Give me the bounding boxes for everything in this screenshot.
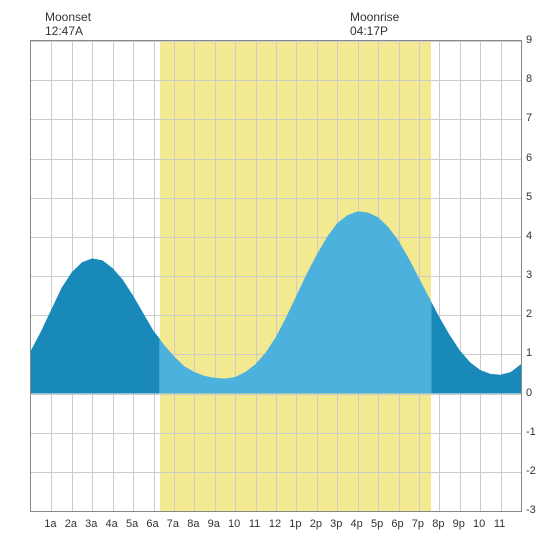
x-tick-label: 6a — [143, 518, 163, 530]
x-tick-label: 1a — [40, 518, 60, 530]
y-tick-label: 3 — [526, 269, 546, 281]
x-tick-label: 11 — [490, 518, 510, 530]
y-tick-label: 0 — [526, 387, 546, 399]
x-tick-label: 4a — [102, 518, 122, 530]
x-tick-label: 9a — [204, 518, 224, 530]
x-tick-label: 6p — [388, 518, 408, 530]
x-tick-label: 3a — [81, 518, 101, 530]
x-tick-label: 11 — [245, 518, 265, 530]
y-tick-label: 4 — [526, 230, 546, 242]
x-tick-label: 8a — [183, 518, 203, 530]
tide-day-segment — [160, 211, 432, 393]
y-tick-label: 7 — [526, 112, 546, 124]
y-tick-label: 9 — [526, 34, 546, 46]
y-tick-label: 1 — [526, 347, 546, 359]
x-tick-label: 9p — [449, 518, 469, 530]
x-tick-label: 4p — [347, 518, 367, 530]
moonset-label: Moonset — [45, 10, 91, 24]
x-tick-label: 2a — [61, 518, 81, 530]
y-tick-label: -1 — [526, 426, 546, 438]
x-tick-label: 5a — [122, 518, 142, 530]
x-tick-label: 5p — [367, 518, 387, 530]
x-tick-label: 12 — [265, 518, 285, 530]
grid-line-h — [31, 511, 521, 512]
y-tick-label: 2 — [526, 308, 546, 320]
moonrise-time: 04:17P — [350, 24, 388, 38]
x-tick-label: 10 — [469, 518, 489, 530]
y-tick-label: -3 — [526, 504, 546, 516]
moonrise-label: Moonrise — [350, 10, 399, 24]
plot-area — [30, 40, 522, 512]
moonset-time: 12:47A — [45, 24, 83, 38]
tide-chart: Moonset 12:47A Moonrise 04:17P -3-2-1012… — [10, 10, 540, 540]
y-tick-label: 6 — [526, 152, 546, 164]
x-tick-label: 7p — [408, 518, 428, 530]
y-tick-label: 8 — [526, 73, 546, 85]
tide-night-segment — [31, 258, 160, 393]
x-tick-label: 3p — [326, 518, 346, 530]
x-tick-label: 8p — [428, 518, 448, 530]
tide-night-segment — [431, 301, 521, 393]
x-tick-label: 2p — [306, 518, 326, 530]
y-tick-label: -2 — [526, 465, 546, 477]
tide-area — [31, 41, 521, 511]
x-tick-label: 7a — [163, 518, 183, 530]
x-tick-label: 10 — [224, 518, 244, 530]
y-tick-label: 5 — [526, 191, 546, 203]
x-tick-label: 1p — [285, 518, 305, 530]
